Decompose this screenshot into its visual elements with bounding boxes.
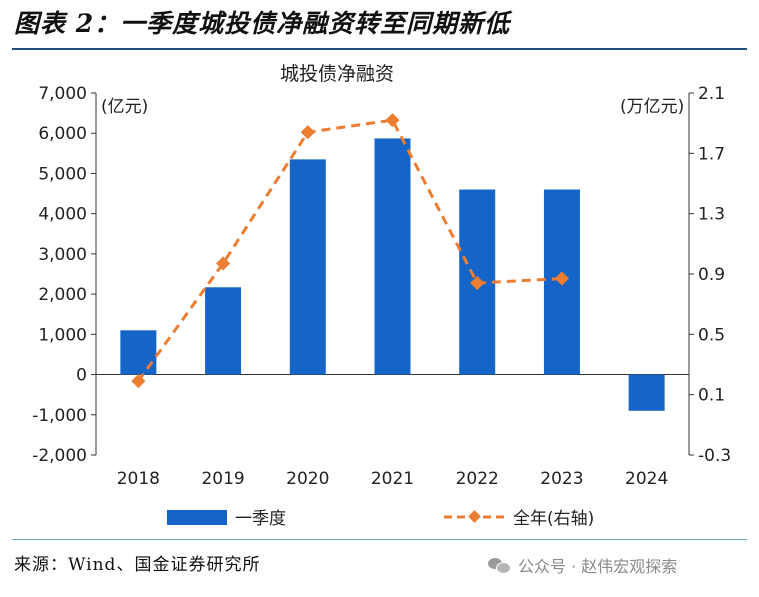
left-tick-label: 2,000 xyxy=(38,285,87,305)
x-tick-label: 2020 xyxy=(286,469,329,489)
bar-q1 xyxy=(205,287,242,375)
left-tick-label: 5,000 xyxy=(38,164,87,184)
legend-line-label: 全年(右轴) xyxy=(513,509,594,529)
x-tick-label: 2018 xyxy=(117,469,160,489)
right-tick-label: 2.1 xyxy=(698,84,725,104)
line-point-full-year xyxy=(216,256,231,271)
left-tick-label: 7,000 xyxy=(38,84,87,104)
x-tick-label: 2022 xyxy=(456,469,499,489)
legend: 一季度 全年(右轴) xyxy=(167,509,594,529)
bar-q1 xyxy=(289,159,326,375)
left-axis-unit: (亿元) xyxy=(101,97,148,117)
wechat-icon xyxy=(488,556,511,574)
right-axis-unit: (万亿元) xyxy=(620,97,684,117)
chart-title: 城投债净融资 xyxy=(280,63,394,85)
line-point-full-year xyxy=(554,271,569,286)
bar-q1 xyxy=(374,138,411,375)
watermark-text: 公众号 · 赵伟宏观探索 xyxy=(518,557,678,576)
x-tick-label: 2023 xyxy=(540,469,583,489)
left-tick-label: 3,000 xyxy=(38,245,87,265)
legend-line-marker xyxy=(468,510,481,523)
left-tick-label: -2,000 xyxy=(32,446,87,466)
right-tick-label: 0.5 xyxy=(698,325,725,345)
line-point-full-year xyxy=(300,125,315,140)
watermark: 公众号 · 赵伟宏观探索 xyxy=(488,553,677,577)
title-rule xyxy=(12,48,747,50)
right-tick-label: -0.3 xyxy=(698,446,731,466)
line-point-full-year xyxy=(131,374,146,389)
chart-frame: 城投债净融资 (亿元) (万亿元) -2,000 -1,000 0 1,000 2,00… xyxy=(12,58,747,540)
line-full-year xyxy=(137,118,563,382)
legend-bar-label: 一季度 xyxy=(235,509,286,529)
source-note: 来源：Wind、国金证券研究所 xyxy=(14,555,261,575)
left-tick-label: 1,000 xyxy=(38,325,87,345)
left-tick-label: -1,000 xyxy=(32,406,87,426)
line-point-full-year xyxy=(470,275,485,291)
legend-bar-swatch xyxy=(167,510,227,525)
right-tick-label: 1.7 xyxy=(698,144,725,164)
figure-title: 图表 2：一季度城投债净融资转至同期新低 xyxy=(14,9,511,38)
line-group xyxy=(131,113,569,389)
right-tick-label: 0.9 xyxy=(698,265,725,285)
left-tick-label: 0 xyxy=(76,366,87,386)
line-point-full-year xyxy=(385,113,400,128)
bar-q1 xyxy=(120,330,157,375)
left-tick-label: 4,000 xyxy=(38,205,87,225)
right-tick-label: 1.3 xyxy=(698,205,725,225)
chart-svg: 城投债净融资 (亿元) (万亿元) -2,000 -1,000 0 1,000 2,00… xyxy=(32,63,731,529)
bars-group xyxy=(120,138,665,411)
x-tick-label: 2024 xyxy=(625,469,668,489)
right-tick-label: 0.1 xyxy=(698,386,725,406)
left-tick-label: 6,000 xyxy=(38,124,87,144)
axes-group: -2,000 -1,000 0 1,000 2,000 3,000 4,000 5,000 6,… xyxy=(32,84,731,489)
bar-q1 xyxy=(628,374,665,411)
x-tick-label: 2019 xyxy=(201,469,244,489)
x-tick-label: 2021 xyxy=(371,469,414,489)
